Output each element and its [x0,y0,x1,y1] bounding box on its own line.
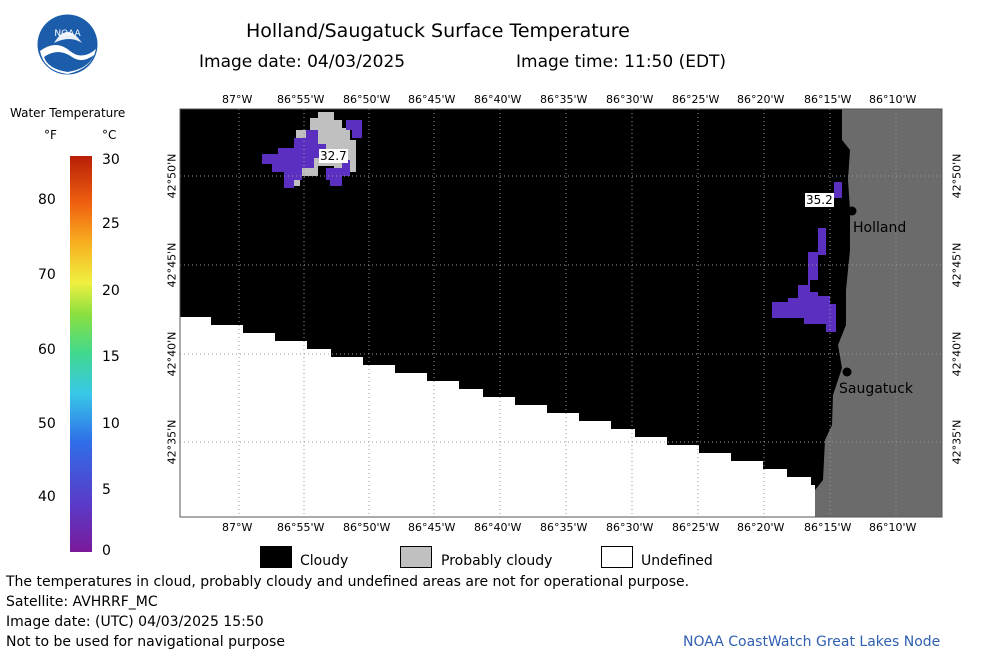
city-label-holland: Holland [853,220,907,236]
f-tick-70: 70 [38,267,56,283]
top-lon-label: 86°30'W [606,93,654,106]
top-lon-label: 87°W [222,93,253,106]
c-tick-0: 0 [102,543,111,559]
bottom-lon-label: 86°10'W [869,521,917,534]
legend-swatch-cloudy [260,546,292,568]
holland-marker [847,206,857,216]
map-frame [179,108,943,518]
f-tick-60: 60 [38,342,56,358]
image-time-label: Image time: 11:50 (EDT) [516,52,727,72]
cold-water-patch-nw [262,130,326,188]
cold-water-patch-nw2 [326,160,350,186]
top-lon-label: 86°45'W [408,93,456,106]
c-tick-5: 5 [102,482,111,498]
legend-label-cloudy: Cloudy [300,553,349,569]
c-tick-25: 25 [102,216,120,232]
top-lon-label: 86°50'W [343,93,391,106]
bottom-lon-label: 86°45'W [408,521,456,534]
legend-swatch-undefined [601,546,633,568]
legend-label-probably-cloudy: Probably cloudy [441,553,553,569]
top-lon-label: 86°40'W [474,93,522,106]
top-lon-label: 86°10'W [869,93,917,106]
left-lat-label: 42°40'N [165,331,179,377]
c-tick-30: 30 [102,152,120,168]
top-lon-label: 86°35'W [540,93,588,106]
right-lat-label: 42°35'N [950,419,964,465]
left-lat-label: 42°35'N [165,419,179,465]
footer-nav-warning: Not to be used for navigational purpose [6,634,285,650]
bottom-lon-label: 86°50'W [343,521,391,534]
c-tick-10: 10 [102,416,120,432]
undefined-area [180,317,815,517]
graticule [180,109,942,517]
f-tick-50: 50 [38,416,56,432]
temp-label-nw: 32.7 [319,149,348,163]
top-lon-label: 86°25'W [672,93,720,106]
saugatuck-marker [842,367,852,377]
top-lon-label: 86°20'W [737,93,785,106]
footer-credit: NOAA CoastWatch Great Lakes Node [683,634,941,650]
bottom-lon-label: 86°55'W [277,521,325,534]
bottom-lon-label: 87°W [222,521,253,534]
cold-water-patch-holland2 [834,182,842,198]
bottom-lon-label: 86°25'W [672,521,720,534]
bottom-lon-label: 86°30'W [606,521,654,534]
land-area [815,109,942,517]
bottom-lon-label: 86°15'W [804,521,852,534]
footer-satellite: Satellite: AVHRRF_MC [6,594,158,610]
c-tick-15: 15 [102,349,120,365]
noaa-logo: NOAA [37,14,98,75]
f-tick-80: 80 [38,192,56,208]
bottom-lon-label: 86°20'W [737,521,785,534]
colorbar-unit-f: °F [44,128,57,142]
image-date-label: Image date: 04/03/2025 [199,52,406,72]
cold-water-patch-nw3 [346,120,362,138]
right-lat-label: 42°40'N [950,331,964,377]
right-lat-label: 42°50'N [950,153,964,199]
city-label-saugatuck: Saugatuck [839,381,913,397]
map-title: Holland/Saugatuck Surface Temperature [246,20,630,42]
left-lat-label: 42°45'N [165,242,179,288]
colorbar-unit-c: °C [102,128,117,142]
top-lon-label: 86°15'W [804,93,852,106]
bottom-lon-label: 86°40'W [474,521,522,534]
footer-note: The temperatures in cloud, probably clou… [6,574,690,590]
colorbar-title: Water Temperature [10,106,126,120]
left-lat-label: 42°50'N [165,153,179,199]
footer-utc-date: Image date: (UTC) 04/03/2025 15:50 [6,614,264,630]
logo-text: NOAA [54,29,81,39]
c-tick-20: 20 [102,283,120,299]
top-lon-label: 86°55'W [277,93,325,106]
temp-label-holland: 35.2 [805,193,834,207]
right-lat-label: 42°45'N [950,242,964,288]
legend-swatch-probably-cloudy [400,546,432,568]
bottom-lon-label: 86°35'W [540,521,588,534]
f-tick-40: 40 [38,489,56,505]
colorbar [70,156,92,552]
cold-water-patch-holland [772,228,836,332]
legend-label-undefined: Undefined [641,553,713,569]
